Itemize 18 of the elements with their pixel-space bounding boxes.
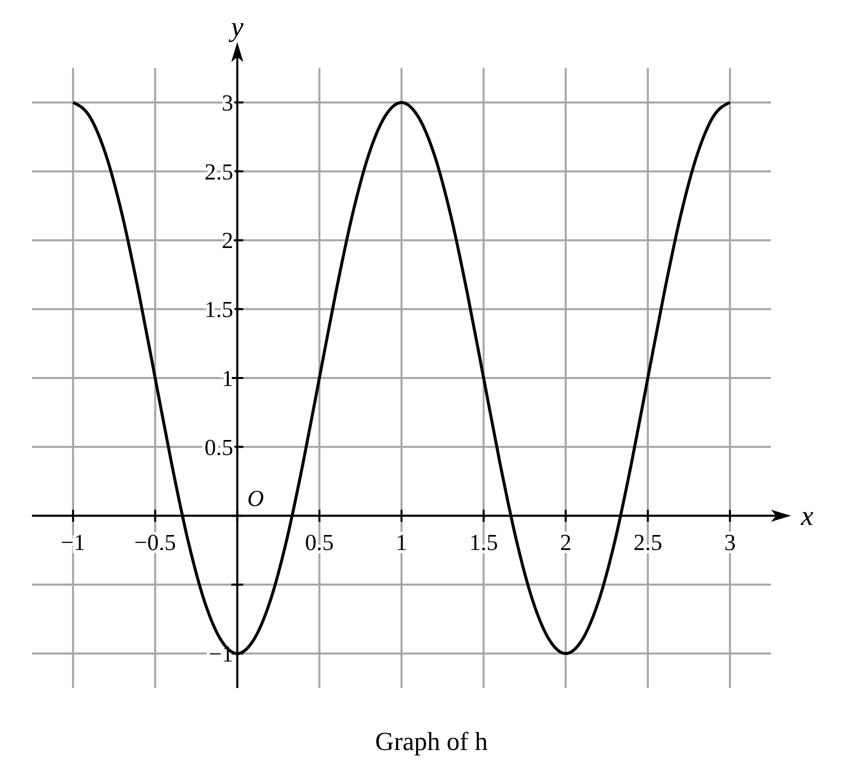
y-tick-label: 3 <box>222 90 234 116</box>
y-axis-title: y <box>228 12 244 43</box>
y-tick-label: 2 <box>222 228 234 254</box>
y-tick-label: 2.5 <box>204 159 234 184</box>
x-tick-label: −0.5 <box>134 530 176 555</box>
x-tick-label: −1 <box>60 530 86 555</box>
y-tick-label: 1.5 <box>204 297 234 322</box>
x-tick-label: 2.5 <box>633 530 662 555</box>
x-tick-label: 2 <box>560 530 572 555</box>
y-tick-label: 1 <box>222 366 234 391</box>
y-tick-label: 0.5 <box>204 434 234 460</box>
annotation: O <box>247 486 264 511</box>
x-tick-label: 3 <box>724 530 736 555</box>
x-tick-label: 1 <box>396 530 408 555</box>
x-tick-label: 1.5 <box>469 530 498 555</box>
x-axis-title: x <box>800 500 814 532</box>
x-tick-label: 0.5 <box>305 530 334 555</box>
text: Graph of h <box>375 727 488 756</box>
